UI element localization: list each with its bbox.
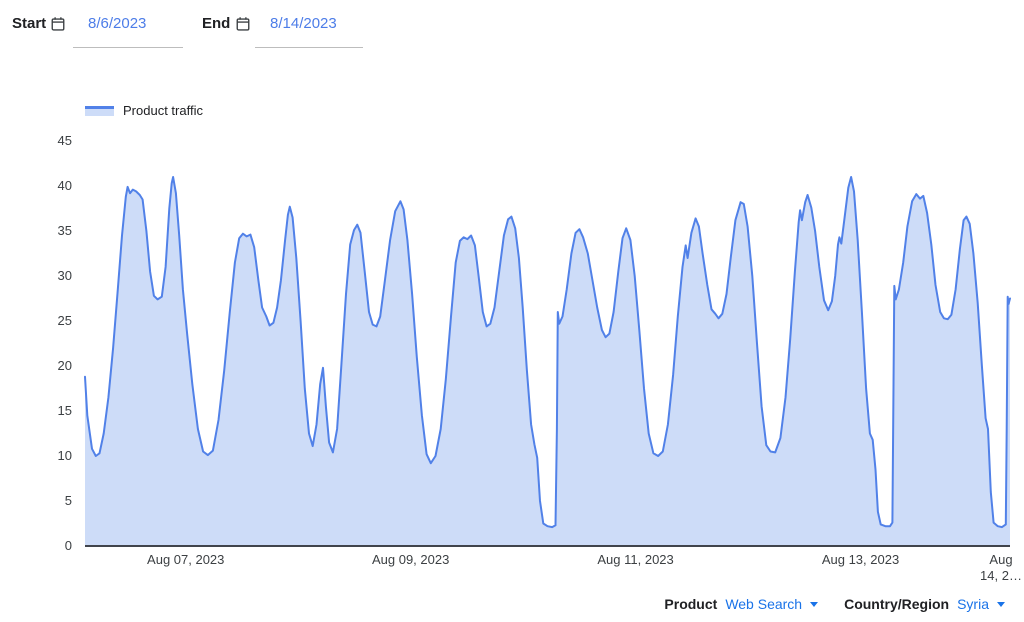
end-date-value[interactable]: 8/14/2023 — [270, 15, 337, 32]
chart-legend: Product traffic — [85, 103, 203, 118]
calendar-icon-glyph — [236, 17, 250, 31]
chart-canvas[interactable] — [0, 125, 1024, 557]
product-dropdown-value[interactable]: Web Search — [725, 596, 803, 612]
y-tick-label: 0 — [64, 538, 72, 553]
region-dropdown-value[interactable]: Syria — [957, 596, 989, 612]
legend-label: Product traffic — [123, 103, 203, 118]
start-date-field[interactable]: 8/6/2023 — [73, 12, 183, 48]
x-tick-label: Aug 14, 2… — [980, 552, 1022, 583]
calendar-icon-start[interactable] — [50, 16, 66, 32]
y-tick-label: 10 — [57, 448, 72, 463]
chart-controls-footer: Product Web Search Country/Region Syria — [664, 596, 1005, 612]
end-date-field[interactable]: 8/14/2023 — [255, 12, 363, 48]
region-label: Country/Region — [844, 596, 950, 612]
traffic-area — [85, 177, 1010, 546]
product-label: Product — [664, 596, 718, 612]
calendar-icon-glyph — [51, 17, 65, 31]
dropdown-arrow-icon[interactable] — [810, 601, 819, 607]
y-tick-label: 20 — [57, 358, 72, 373]
region-dropdown[interactable]: Syria — [949, 596, 1005, 612]
x-tick-label: Aug 11, 2023 — [597, 552, 674, 567]
y-tick-label: 35 — [57, 223, 72, 238]
y-tick-label: 30 — [57, 268, 72, 283]
dropdown-arrow-icon[interactable] — [997, 601, 1005, 607]
start-date-label: Start — [12, 15, 47, 32]
start-date-value[interactable]: 8/6/2023 — [88, 15, 147, 32]
y-tick-label: 40 — [57, 178, 72, 193]
y-tick-label: 5 — [64, 493, 72, 508]
traffic-chart[interactable]: 0 5 10 15 20 25 30 35 40 45 Aug 07, 2023 Aug 09, 2… — [0, 125, 1024, 590]
traffic-line — [84, 176, 1011, 529]
y-tick-label: 45 — [57, 133, 72, 148]
end-date-label: End — [202, 15, 231, 32]
x-tick-label: Aug 07, 2023 — [147, 552, 225, 567]
y-tick-label: 15 — [57, 403, 72, 418]
x-tick-label: Aug 09, 2023 — [371, 552, 450, 567]
x-tick-label: Aug 13, 2023 — [821, 552, 900, 567]
legend-area-swatch-icon — [85, 105, 114, 116]
y-tick-label: 25 — [57, 313, 72, 328]
calendar-icon-end[interactable] — [235, 16, 251, 32]
product-dropdown[interactable]: Web Search — [717, 596, 819, 612]
